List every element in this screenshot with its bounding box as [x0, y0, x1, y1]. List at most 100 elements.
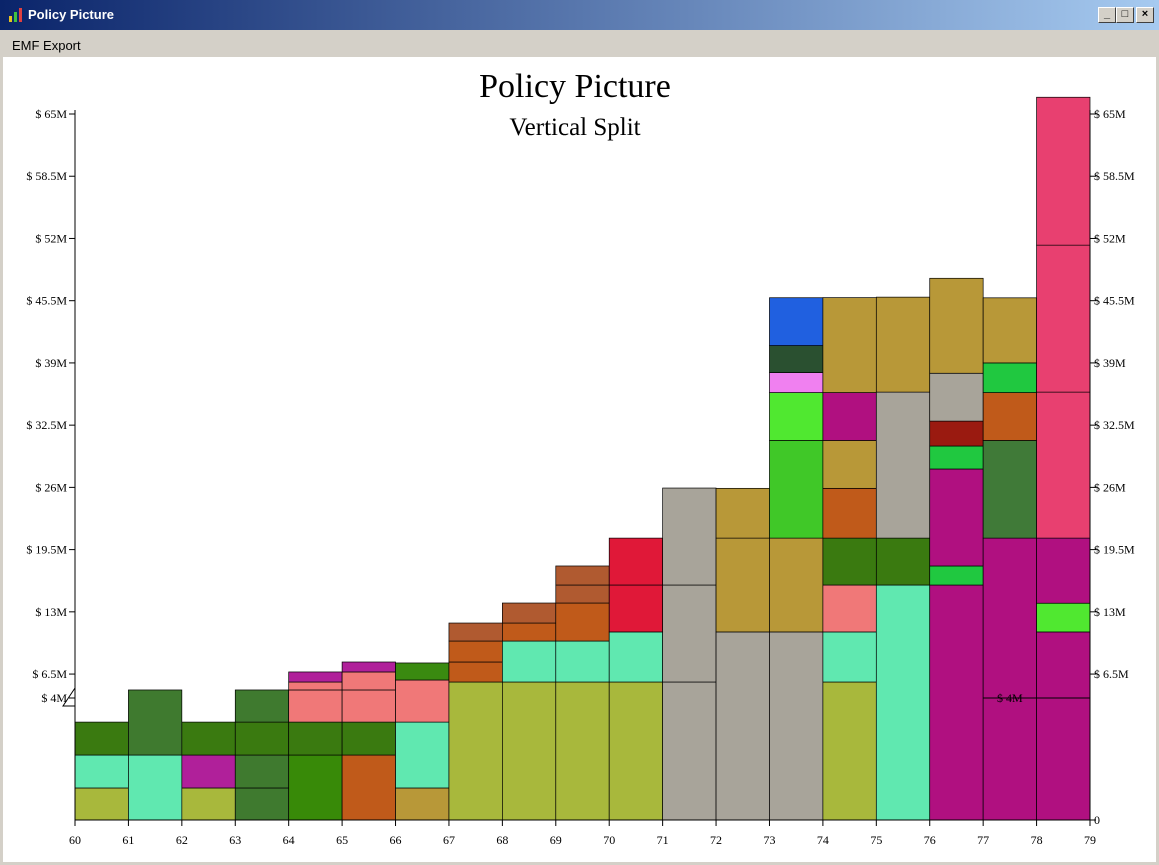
x-tick-label: 64 — [283, 833, 295, 847]
policy-block — [769, 392, 824, 441]
x-tick-label: 62 — [176, 833, 188, 847]
policy-block — [555, 584, 610, 604]
policy-block — [395, 787, 450, 821]
policy-block — [822, 681, 877, 821]
policy-block — [769, 631, 824, 821]
policy-block — [74, 787, 129, 821]
policy-block — [769, 372, 824, 393]
policy-block — [555, 681, 610, 821]
x-tick-label: 67 — [443, 833, 455, 847]
x-tick-label: 79 — [1084, 833, 1096, 847]
policy-block — [662, 681, 717, 821]
policy-block — [822, 487, 877, 539]
y2-tick-label: $ 45.5M — [1094, 294, 1135, 308]
policy-block — [234, 787, 290, 821]
y-tick-label: $ 45.5M — [26, 294, 67, 308]
policy-block — [982, 440, 1037, 539]
policy-block — [181, 754, 236, 789]
policy-block — [1036, 602, 1091, 633]
policy-block — [448, 622, 503, 642]
policy-block — [1036, 537, 1091, 604]
policy-block — [982, 362, 1037, 393]
policy-block — [769, 297, 824, 346]
policy-block — [128, 689, 183, 756]
policy-block — [1036, 96, 1091, 246]
x-tick-label: 73 — [763, 833, 775, 847]
y2-tick-label: $ 32.5M — [1094, 418, 1135, 432]
policy-block — [288, 721, 343, 756]
policy-block — [341, 721, 396, 756]
menu-bar: EMF Export — [0, 33, 1159, 55]
policy-block — [555, 565, 610, 586]
policy-block — [982, 392, 1037, 441]
policy-block — [341, 689, 396, 723]
policy-block — [181, 721, 236, 756]
x-tick-label: 76 — [924, 833, 936, 847]
policy-block — [1036, 391, 1091, 539]
policy-block — [662, 487, 717, 586]
policy-block — [502, 640, 557, 683]
policy-block — [875, 296, 931, 393]
x-tick-label: 72 — [710, 833, 722, 847]
policy-block — [74, 754, 129, 789]
policy-block — [234, 689, 290, 723]
policy-block — [875, 391, 931, 539]
x-tick-label: 78 — [1031, 833, 1043, 847]
policy-block — [288, 689, 343, 723]
x-tick-label: 70 — [603, 833, 615, 847]
policy-block — [662, 584, 717, 683]
x-tick-label: 74 — [817, 833, 829, 847]
x-tick-label: 75 — [870, 833, 882, 847]
policy-block — [448, 640, 503, 663]
policy-block — [234, 721, 290, 756]
policy-block — [234, 754, 290, 789]
policy-block — [822, 440, 877, 489]
close-button[interactable]: × — [1136, 7, 1154, 23]
policy-block — [929, 277, 984, 374]
y-tick-label: $ 39M — [35, 356, 67, 370]
minimize-button[interactable]: _ — [1098, 7, 1116, 23]
y2-tick-label: $ 6.5M — [1094, 667, 1129, 681]
policy-block — [288, 754, 343, 821]
policy-block — [929, 584, 984, 821]
policy-block — [341, 671, 396, 691]
policy-block — [502, 681, 557, 821]
chart-title: Policy Picture — [479, 68, 671, 105]
y-tick-label: $ 4M — [41, 691, 67, 705]
x-tick-label: 68 — [496, 833, 508, 847]
policy-block — [822, 297, 877, 393]
y-tick-label: $ 58.5M — [26, 169, 67, 183]
policy-block — [822, 584, 877, 633]
y2-tick-label: $ 39M — [1094, 356, 1126, 370]
policy-block — [502, 602, 557, 624]
policy-block — [1036, 244, 1091, 393]
y-tick-label: $ 26M — [35, 480, 67, 494]
app-icon — [9, 8, 22, 22]
x-tick-label: 65 — [336, 833, 348, 847]
policy-block — [608, 537, 663, 586]
policy-block — [929, 565, 984, 586]
split-marker — [62, 687, 76, 707]
policy-block — [982, 537, 1037, 821]
policy-block — [822, 392, 877, 441]
x-tick-label: 69 — [550, 833, 562, 847]
window-title: Policy Picture — [28, 7, 114, 22]
y2-tick-label: $ 65M — [1094, 107, 1126, 121]
policy-block — [395, 679, 450, 723]
policy-block — [74, 721, 129, 756]
policy-block — [875, 584, 931, 821]
x-tick-label: 71 — [657, 833, 669, 847]
policy-block — [395, 662, 450, 681]
policy-block — [448, 681, 503, 821]
policy-block — [715, 631, 770, 821]
y-tick-label: $ 52M — [35, 231, 67, 245]
policy-block — [715, 537, 770, 633]
y2-tick-label: $ 19.5M — [1094, 543, 1135, 557]
policy-block — [341, 754, 396, 821]
y2-tick-label: $ 26M — [1094, 480, 1126, 494]
maximize-button[interactable]: □ — [1116, 7, 1134, 23]
chart-subtitle: Vertical Split — [509, 114, 640, 141]
y2-tick-label: $ 13M — [1094, 605, 1126, 619]
menu-item[interactable]: EMF Export — [12, 38, 81, 53]
policy-block — [555, 640, 610, 683]
